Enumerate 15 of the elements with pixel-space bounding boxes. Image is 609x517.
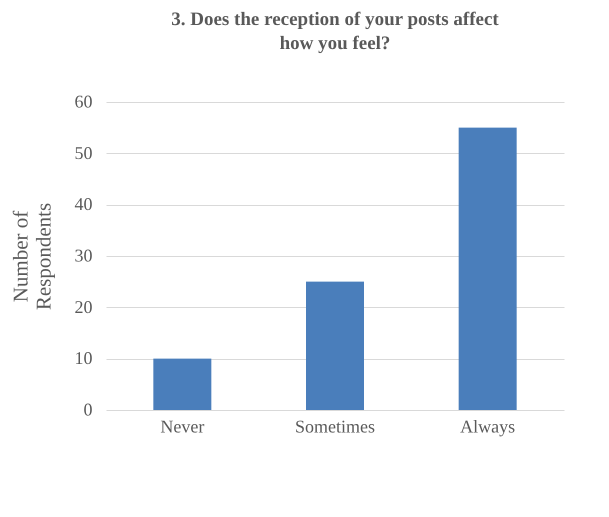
bar [306,282,364,410]
y-axis-title: Number of Respondents [8,202,56,310]
x-tick-label: Always [460,416,516,436]
chart-title: 3. Does the reception of your posts affect how you feel? [171,9,500,54]
y-tick-label: 40 [74,194,92,214]
y-tick-label: 0 [84,400,92,420]
x-tick-label: Sometimes [295,416,375,436]
y-tick-label: 60 [74,92,92,112]
y-tick-label: 50 [74,142,92,163]
y-tick-label: 20 [74,296,92,317]
y-tick-label: 30 [74,246,92,266]
y-tick-label: 10 [74,348,92,368]
bar [153,358,212,410]
bar [458,128,517,410]
x-tick-label: Never [160,416,204,436]
